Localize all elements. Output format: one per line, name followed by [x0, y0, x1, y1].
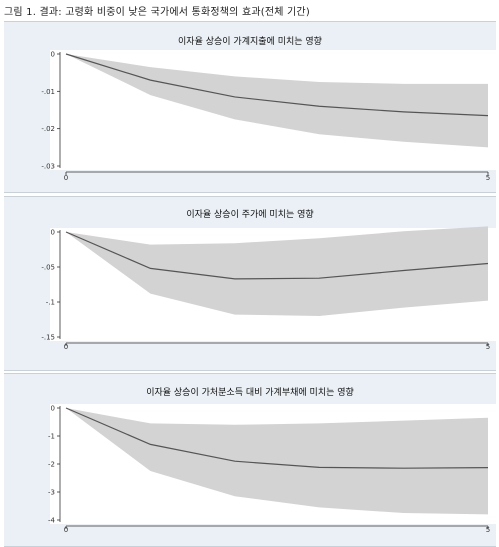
- y-tick-label: -2: [48, 461, 55, 469]
- confidence-band: [66, 226, 488, 316]
- y-tick-label: -.03: [41, 163, 55, 171]
- x-tick-label: 5: [486, 174, 490, 182]
- x-tick-label: 5: [486, 343, 490, 351]
- chart-panel-household-debt: 이자율 상승이 가처분소득 대비 가계부채에 미치는 영향 0 -1 -2 -3 -4 0 5: [4, 373, 496, 547]
- y-tick-label: 0: [51, 405, 55, 413]
- chart-panel-stock-price: 이자율 상승이 주가에 미치는 영향 0 -.05 -.1 -.15 0 5: [4, 196, 496, 371]
- x-tick-label: 5: [486, 526, 490, 534]
- y-tick-label: 0: [51, 51, 55, 59]
- confidence-band: [66, 408, 488, 515]
- y-tick-label: -4: [48, 517, 56, 525]
- chart-title: 이자율 상승이 가처분소득 대비 가계부채에 미치는 영향: [146, 386, 354, 398]
- chart-household-spending: 이자율 상승이 가계지출에 미치는 영향 0 -.01 -.02 -.03 0 5: [41, 35, 496, 182]
- response-line: [65, 53, 489, 117]
- chart-title: 이자율 상승이 주가에 미치는 영향: [186, 208, 313, 220]
- y-tick-label: -.01: [41, 88, 55, 96]
- chart-title: 이자율 상승이 가계지출에 미치는 영향: [178, 35, 322, 47]
- y-tick-label: -.02: [41, 125, 55, 133]
- y-tick-label: -1: [48, 433, 55, 441]
- y-tick-label: -.15: [41, 334, 55, 342]
- confidence-band: [66, 54, 488, 148]
- chart-household-debt: 이자율 상승이 가처분소득 대비 가계부채에 미치는 영향 0 -1 -2 -3 -4 0 5: [48, 386, 496, 534]
- response-line: [65, 231, 489, 280]
- x-tick-label: 0: [64, 174, 68, 182]
- response-line: [65, 407, 489, 469]
- x-tick-label: 0: [64, 343, 68, 351]
- chart-stock-price: 이자율 상승이 주가에 미치는 영향 0 -.05 -.1 -.15 0 5: [41, 208, 496, 351]
- y-tick-label: -.1: [46, 299, 55, 307]
- y-tick-label: -3: [48, 489, 55, 497]
- figure-title: 그림 1. 결과: 고령화 비중이 낮은 국가에서 통화정책의 효과(전체 기간…: [4, 7, 310, 18]
- y-tick-label: 0: [51, 229, 55, 237]
- y-tick-label: -.05: [41, 264, 55, 272]
- x-tick-label: 0: [64, 526, 68, 534]
- chart-panel-household-spending: 이자율 상승이 가계지출에 미치는 영향 0 -.01 -.02 -.03 0 5: [4, 21, 496, 193]
